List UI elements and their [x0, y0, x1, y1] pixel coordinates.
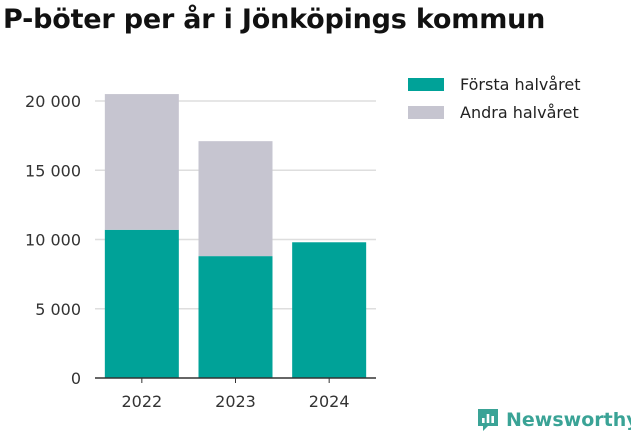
legend-label-series-1: Första halvåret: [460, 74, 581, 94]
y-tick-label: 15 000: [25, 161, 81, 180]
legend-label-series-2: Andra halvåret: [460, 102, 579, 122]
legend: Första halvåret Andra halvåret: [408, 70, 581, 126]
bar-2-2022: [104, 94, 179, 230]
newsworthy-logo-icon: [478, 409, 498, 431]
legend-swatch-series-2: [408, 105, 444, 119]
bar-1-2024: [292, 242, 367, 378]
y-tick-label: 10 000: [25, 231, 81, 250]
bar-1-2022: [104, 229, 179, 378]
y-tick-label: 20 000: [25, 92, 81, 111]
legend-item-series-2: Andra halvåret: [408, 98, 581, 126]
newsworthy-logo: Newsworthy: [476, 407, 631, 433]
x-tick-label: 2022: [121, 392, 162, 411]
chart-title: P-böter per år i Jönköpings kommun: [3, 4, 546, 35]
x-tick-label: 2023: [215, 392, 256, 411]
x-tick-label: 2024: [309, 392, 350, 411]
newsworthy-logo-text: Newsworthy: [506, 409, 631, 431]
legend-item-series-1: Första halvåret: [408, 70, 581, 98]
legend-swatch-series-1: [408, 77, 444, 91]
y-tick-label: 0: [71, 369, 81, 388]
y-tick-label: 5 000: [35, 300, 81, 319]
bar-1-2023: [198, 256, 273, 378]
bar-2-2023: [198, 141, 273, 257]
